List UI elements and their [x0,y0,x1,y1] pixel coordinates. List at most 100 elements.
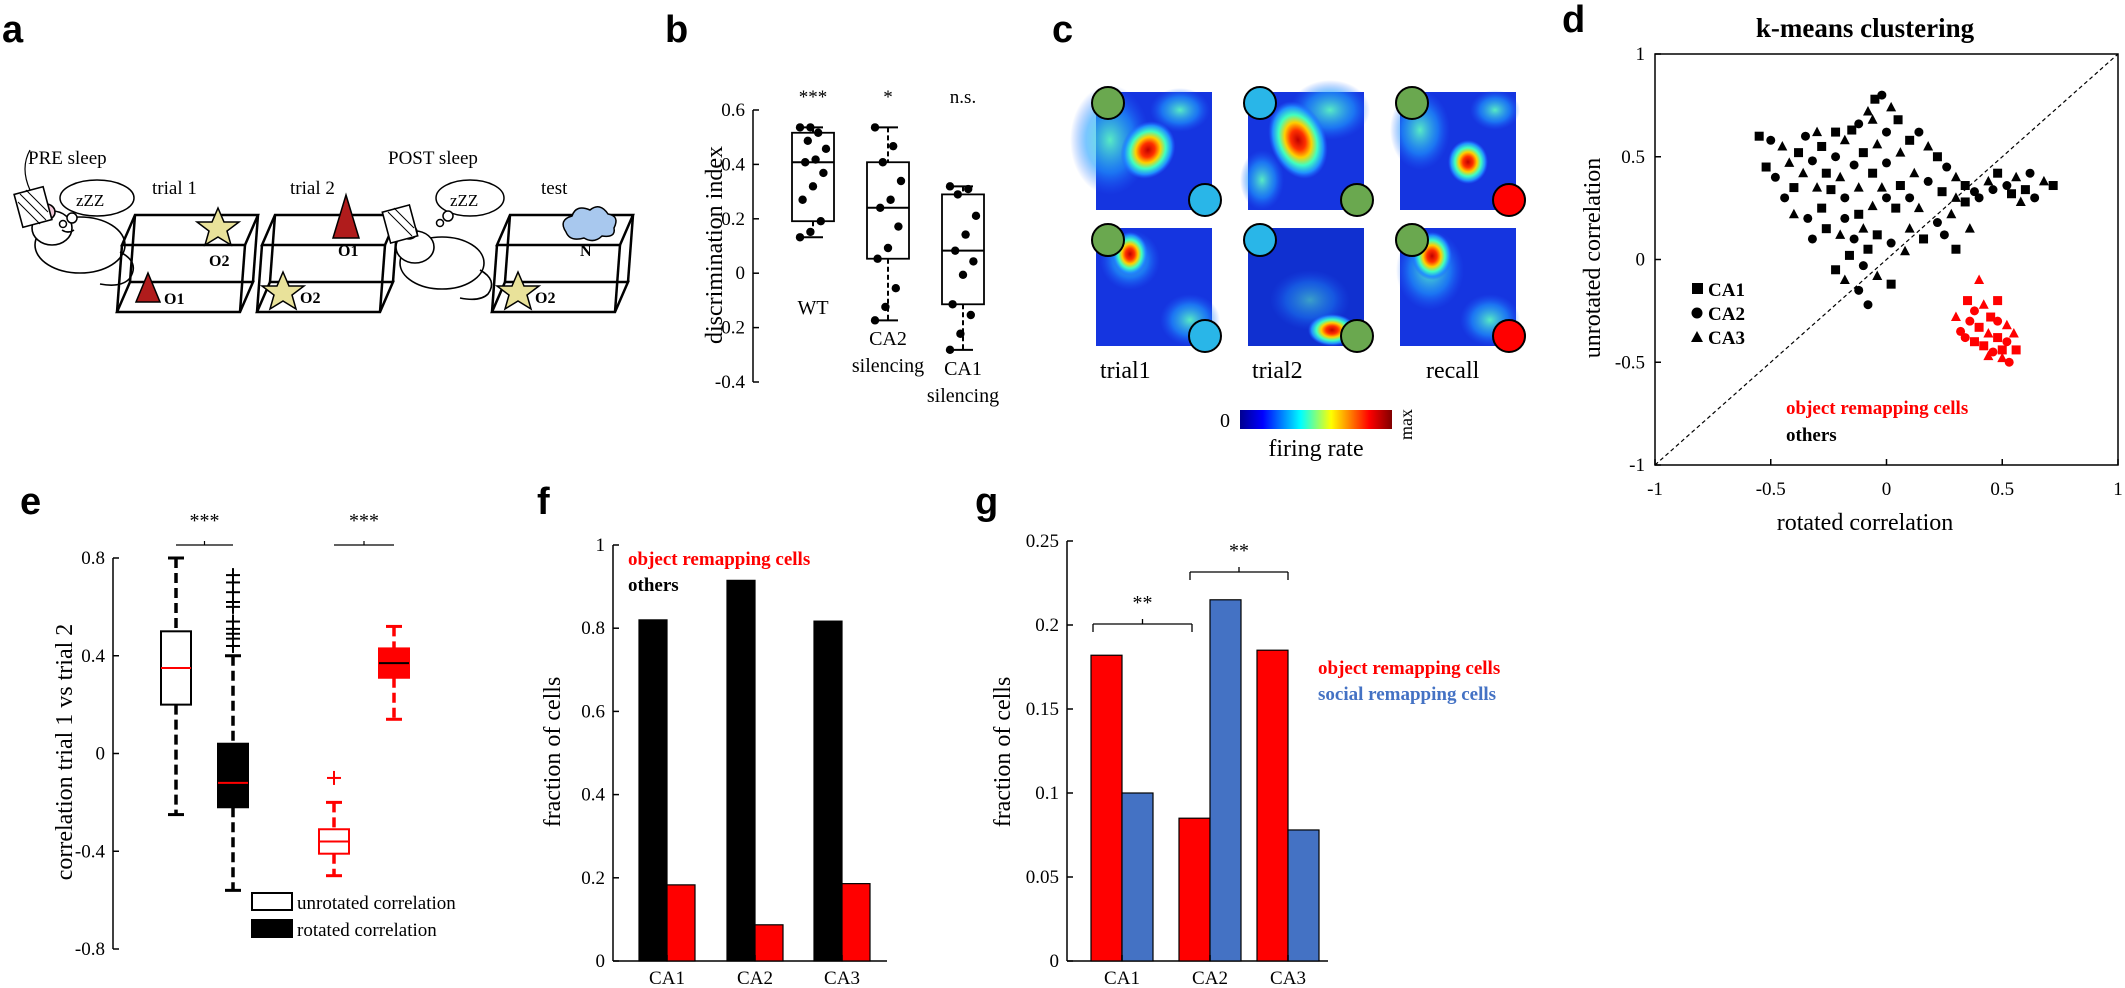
e-y-tick-label: 0.4 [81,646,105,667]
g-x-tick-label: CA2 [1192,968,1228,988]
g-bar-object-remapping [1256,649,1289,962]
f-x-tick-label: CA3 [824,968,860,988]
d-point-remapping [1997,352,2008,363]
d-point-others [1905,193,1915,203]
object-triangle-icon [331,192,361,239]
e-significance: *** [349,510,379,532]
d-point-others [1900,245,1911,256]
g-y-tick-label: 0.1 [1035,783,1059,804]
panel-d-ylabel: unrotated correlation [1580,158,1606,359]
b-data-point [870,123,880,132]
d-point-remapping [1965,316,1975,326]
object-star-icon [194,206,242,247]
b-data-point [958,270,968,279]
d-point-others [1858,261,1868,271]
f-y-tick-label: 0 [596,951,606,972]
d-point-remapping [2008,327,2019,338]
d-point-others [1951,244,1961,254]
d-point-others [1835,171,1846,182]
g-bar-object-remapping [1178,817,1211,962]
b-data-point [803,136,812,145]
panel-b: b 0.6 0.4 0.2 0 -0.2 -0.4 *** WT * CA2 silencing n.… [665,9,999,407]
d-point-others [1800,131,1810,141]
d-point-remapping [1986,312,1996,322]
f-bar-object-remapping [666,884,696,962]
d-point-others [1942,162,1952,172]
d-point-others [1939,230,1949,240]
g-significance: ** [1229,540,1249,562]
b-data-point [896,176,906,186]
thought-bubble-icon [435,179,505,228]
panel-g: g 0.25 0.2 0.15 0.1 0.05 0 CA1 CA2 CA3 ** ** fract… [975,481,1500,988]
b-significance: *** [799,87,828,108]
d-point-others [1766,135,1776,145]
panel-a: a PRE sleep zZZ trial 1 O1 [2,9,635,314]
b-group-label: silencing [852,355,924,377]
b-data-point [945,182,955,191]
d-point-others [1904,223,1915,233]
f-bar-others [726,579,756,962]
f-y-tick-label: 0.6 [581,701,605,722]
b-data-point [808,182,818,191]
d-point-others [1950,192,1961,202]
pre-sleep-zzz: zZZ [76,191,104,210]
b-data-point [889,141,898,151]
d-point-others [1784,157,1795,167]
d-point-remapping [1963,296,1973,306]
d-point-others [1937,187,1947,197]
d-y-tick-label: 1 [1636,44,1646,65]
legend-object-remapping: object remapping cells [1786,398,1968,419]
b-data-point [814,128,823,137]
b-data-point [945,345,955,355]
d-point-others [1877,90,1887,100]
d-point-remapping [1950,311,1961,322]
d-point-others [1891,203,1901,213]
legend-ca1: CA1 [1708,280,1745,301]
b-data-point [951,246,960,255]
d-point-others [1993,168,2003,178]
b-y-tick-label: -0.4 [715,372,746,393]
d-point-others [1882,127,1891,137]
panel-f-axes: 1 0.8 0.6 0.4 0.2 0 CA1 CA2 CA3 [581,535,887,988]
sleeping-mouse-icon [13,149,135,286]
legend-rotated: rotated correlation [297,920,437,941]
d-point-others [1960,197,1970,207]
d-point-others [1858,223,1869,233]
b-data-point [795,233,805,242]
trial1-object-o2: O2 [209,253,229,270]
d-point-others [1882,193,1891,203]
panel-e-letter: e [20,481,41,523]
b-box [941,193,985,306]
d-point-others [1807,234,1817,244]
d-point-others [1770,172,1780,182]
d-point-others [1794,148,1804,158]
g-y-tick-label: 0.15 [1026,699,1059,720]
heatmap-recall-row1 [1390,86,1526,217]
d-point-others [1895,147,1906,157]
d-point-remapping [1956,326,1966,336]
d-point-others [1840,213,1850,223]
b-data-point [806,123,815,132]
colorbar-label: firing rate [1268,436,1363,462]
f-x-tick-label: CA1 [649,968,685,988]
d-point-others [1840,193,1850,203]
b-data-point [881,302,890,312]
d-point-others [1812,126,1823,137]
d-point-others [1831,152,1841,162]
panel-g-letter: g [975,481,998,523]
g-bar-object-remapping [1090,654,1123,962]
d-y-tick-label: 0.5 [1621,147,1645,168]
d-point-others [1853,182,1864,192]
d-point-others [1831,127,1841,137]
d-point-others [1886,279,1896,289]
d-y-tick-label: -1 [1629,455,1645,476]
b-data-point [886,195,895,204]
b-data-point [964,184,973,194]
panel-d-xlabel: rotated correlation [1777,510,1954,536]
test-label: test [541,178,568,199]
d-point-others [1895,181,1905,191]
b-data-point [948,300,957,309]
f-bar-object-remapping [841,883,871,962]
legend-ca3: CA3 [1708,328,1745,349]
b-data-point [883,243,893,253]
